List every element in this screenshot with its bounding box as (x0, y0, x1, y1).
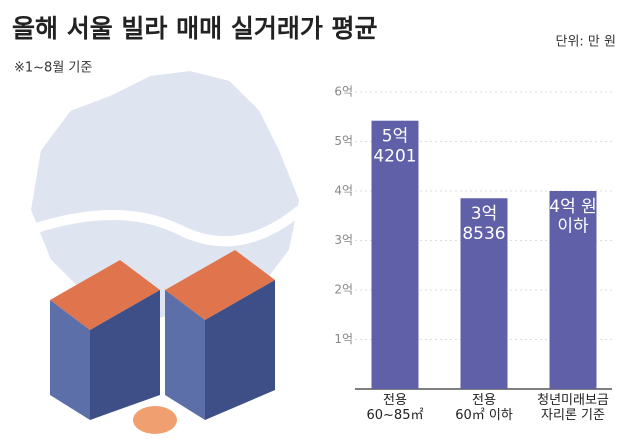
chart-subtitle: ※1~8월 기준 (14, 61, 92, 76)
value-label: 3억 8536 (462, 204, 505, 244)
value-label: 5억 4201 (373, 127, 416, 167)
bar (549, 191, 597, 389)
y-tick-label: 1억 (334, 332, 353, 346)
x-tick-label: 전용 60~85㎡ (367, 393, 424, 423)
unit-note: 단위: 만 원 (556, 35, 617, 50)
y-tick-label: 5억 (334, 134, 353, 148)
y-tick-label: 3억 (334, 233, 353, 247)
y-tick-label: 4억 (334, 184, 353, 198)
illustration (28, 68, 304, 434)
x-tick-label: 전용 60㎡ 이하 (455, 393, 513, 423)
x-tick-label: 청년미래보금 자리론 기준 (537, 393, 609, 423)
value-label: 4억 원 이하 (549, 197, 597, 237)
chart-title: 올해 서울 빌라 매매 실거래가 평균 (12, 14, 378, 43)
y-tick-label: 2억 (334, 283, 353, 297)
y-tick-label: 6억 (334, 85, 353, 99)
bar (371, 120, 419, 389)
bar (460, 198, 508, 389)
